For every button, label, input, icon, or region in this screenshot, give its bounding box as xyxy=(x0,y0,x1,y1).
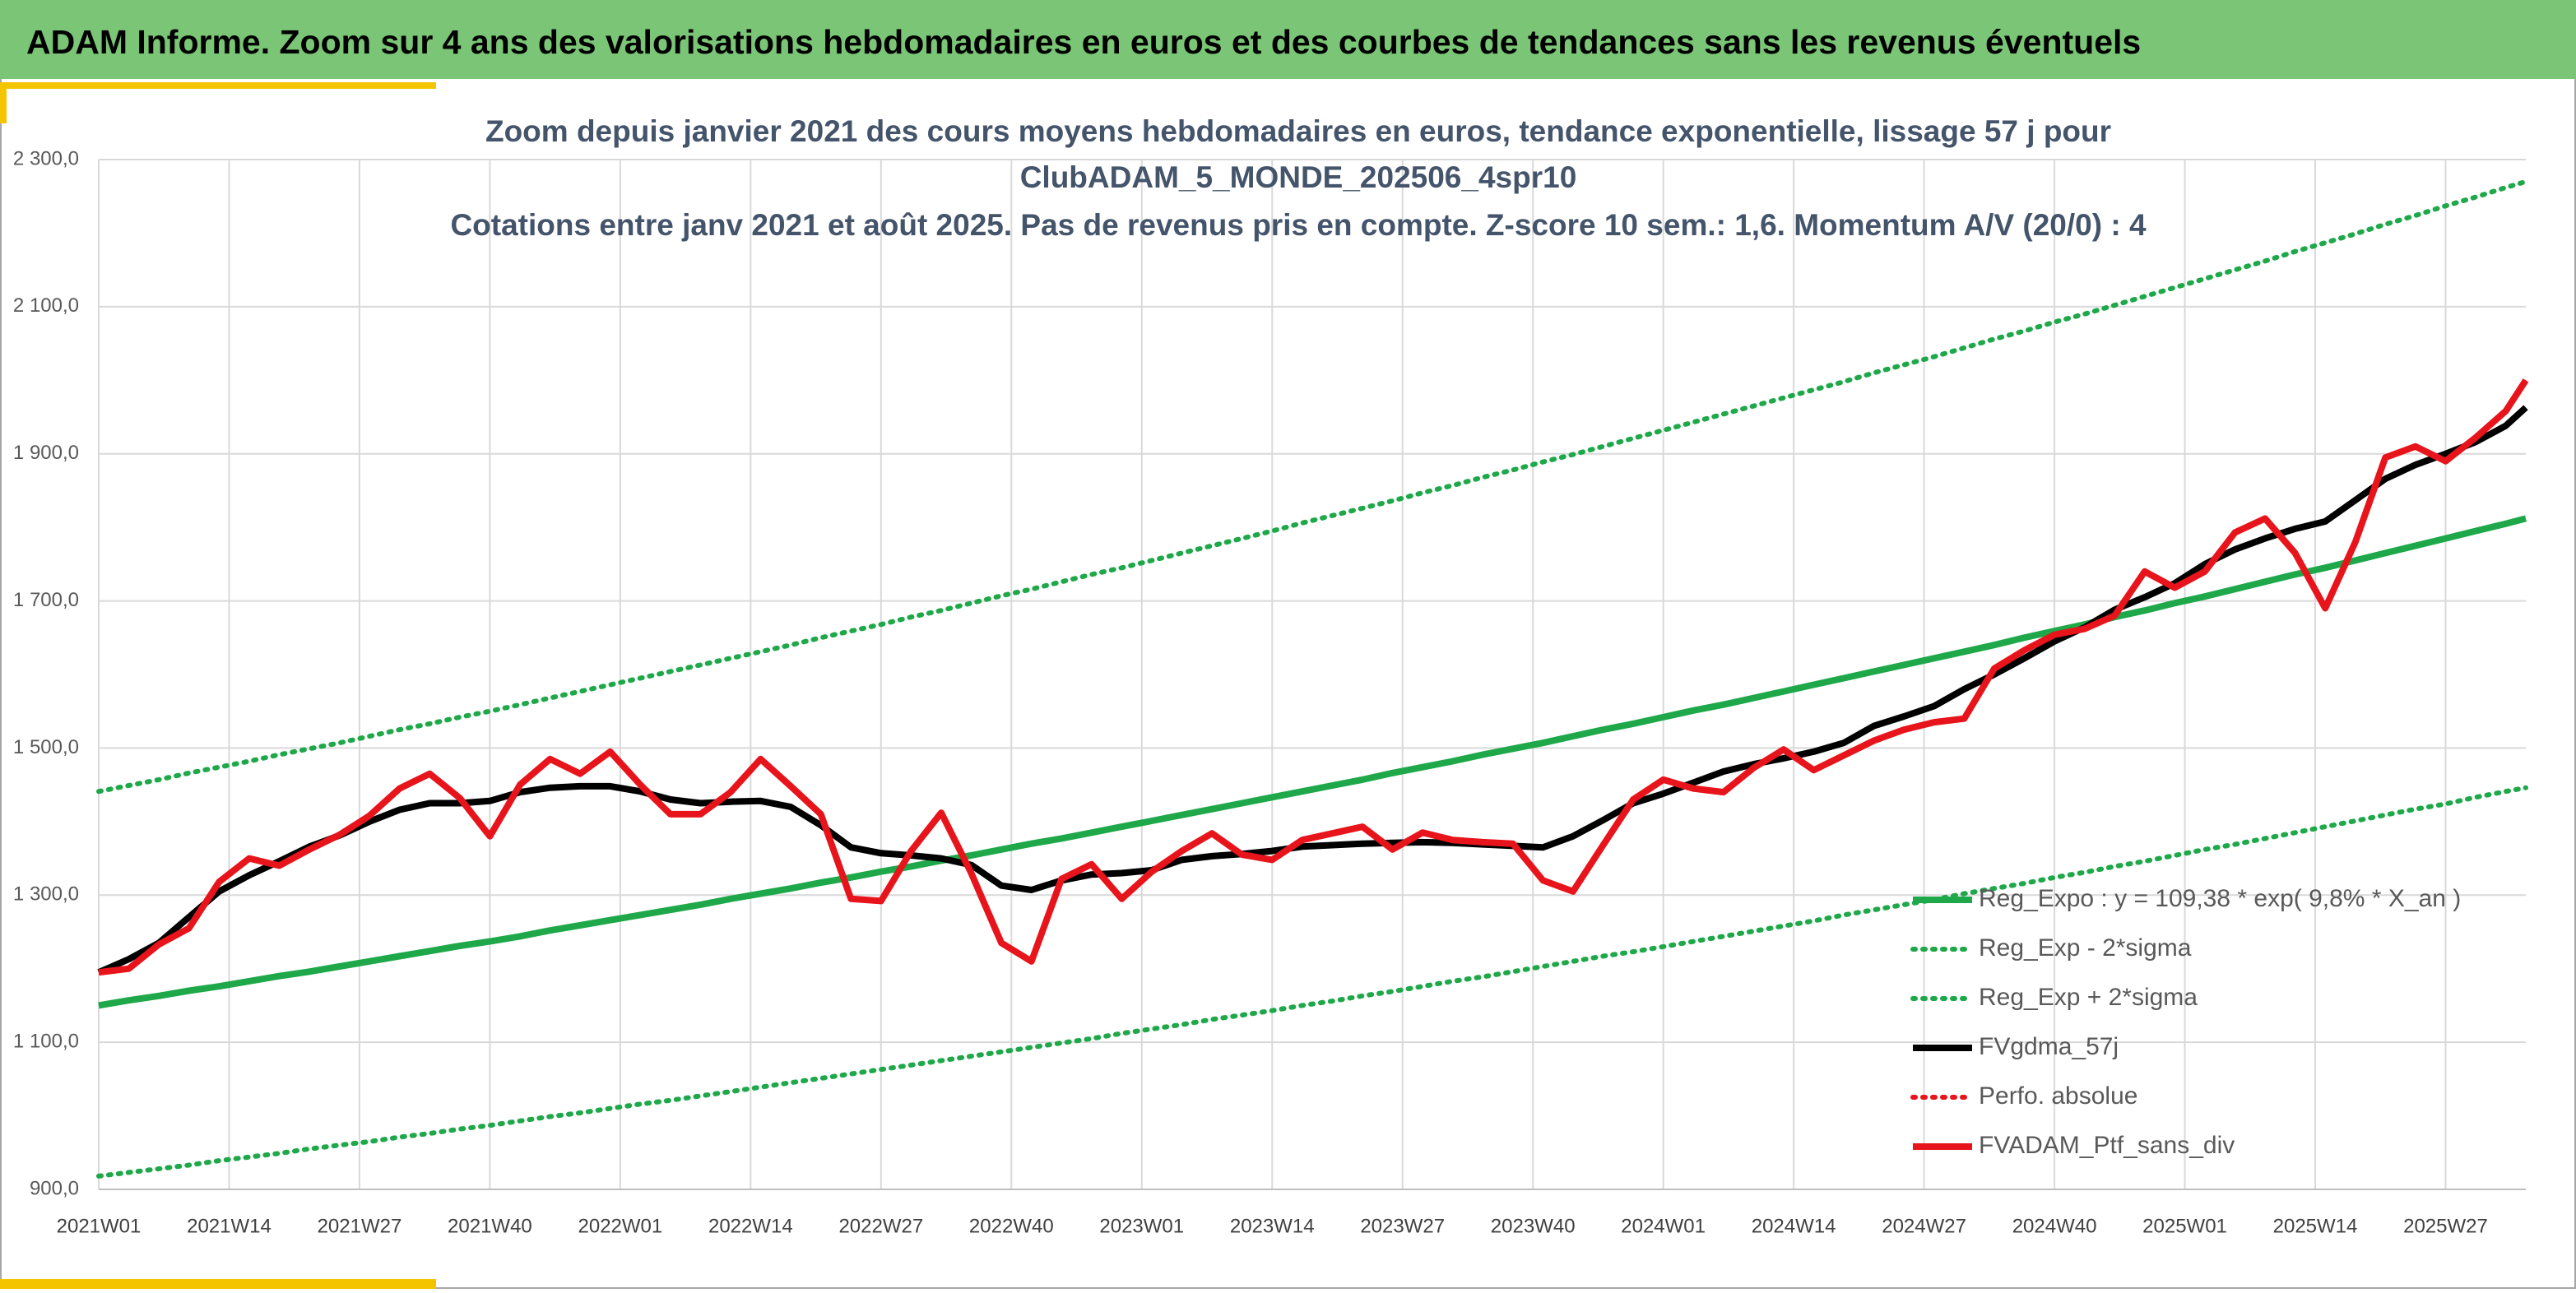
series-line xyxy=(98,378,2529,976)
legend-label: Reg_Expo : y = 109,38 * exp( 9,8% * X_an… xyxy=(1979,885,2461,912)
x-tick-label: 2023W27 xyxy=(1360,1215,1445,1237)
x-tick-label: 2023W40 xyxy=(1491,1215,1576,1237)
x-tick-label: 2022W27 xyxy=(838,1215,923,1237)
legend-label: FVADAM_Ptf_sans_div xyxy=(1979,1132,2235,1159)
legend: Reg_Expo : y = 109,38 * exp( 9,8% * X_an… xyxy=(1910,885,2461,1159)
y-tick-label: 1 100,0 xyxy=(13,1030,79,1052)
y-tick-label: 1 900,0 xyxy=(13,442,79,464)
x-tick-label: 2024W40 xyxy=(2012,1215,2097,1237)
series-line xyxy=(98,515,2527,1009)
x-tick-label: 2023W14 xyxy=(1230,1215,1315,1237)
x-tick-label: 2024W27 xyxy=(1882,1215,1966,1237)
x-tick-label: 2022W01 xyxy=(578,1215,663,1237)
x-tick-label: 2024W01 xyxy=(1621,1215,1706,1237)
x-tick-label: 2025W14 xyxy=(2273,1215,2358,1237)
x-tick-label: 2021W14 xyxy=(187,1215,272,1237)
x-tick-label: 2024W14 xyxy=(1752,1215,1836,1237)
x-tick-label: 2025W27 xyxy=(2403,1215,2488,1237)
x-tick-label: 2025W01 xyxy=(2142,1215,2227,1237)
y-tick-label: 2 300,0 xyxy=(13,147,79,169)
y-tick-label: 1 700,0 xyxy=(13,589,79,611)
grid: 900,0 1 100,0 1 300,0 1 500,0 1 700,0 1 900,0… xyxy=(13,147,2526,1237)
y-tick-label: 900,0 xyxy=(30,1177,79,1199)
y-tick-label: 2 100,0 xyxy=(13,294,79,317)
x-tick-label: 2021W01 xyxy=(57,1215,142,1237)
x-tick-label: 2023W01 xyxy=(1099,1215,1184,1237)
chart-title-line: Cotations entre janv 2021 et août 2025. … xyxy=(450,208,2146,242)
series-line xyxy=(96,178,2528,795)
legend-label: Reg_Exp - 2*sigma xyxy=(1979,934,2192,962)
y-tick-label: 1 300,0 xyxy=(13,883,79,906)
accent xyxy=(0,1279,436,1289)
legend-label: Reg_Exp + 2*sigma xyxy=(1979,984,2198,1011)
series-line xyxy=(97,405,2528,976)
x-tick-label: 2022W40 xyxy=(969,1215,1054,1237)
accent xyxy=(0,82,436,89)
series-line xyxy=(96,785,2528,1179)
legend-label: Perfo. absolue xyxy=(1979,1082,2137,1110)
accent xyxy=(0,82,7,123)
header-bar xyxy=(0,0,2576,79)
chart-title-line: Zoom depuis janvier 2021 des cours moyen… xyxy=(485,114,2111,148)
header-title: ADAM Informe. Zoom sur 4 ans des valoris… xyxy=(26,23,2141,61)
chart-title: Zoom depuis janvier 2021 des cours moyen… xyxy=(450,114,2146,242)
y-tick-label: 1 500,0 xyxy=(13,736,79,758)
x-tick-label: 2021W27 xyxy=(318,1215,402,1237)
legend-label: FVgdma_57j xyxy=(1979,1033,2119,1060)
plot-lines xyxy=(96,178,2529,1179)
chart-title-line: ClubADAM_5_MONDE_202506_4spr10 xyxy=(1020,160,1577,194)
x-tick-label: 2021W40 xyxy=(448,1215,532,1237)
x-tick-label: 2022W14 xyxy=(708,1215,793,1237)
